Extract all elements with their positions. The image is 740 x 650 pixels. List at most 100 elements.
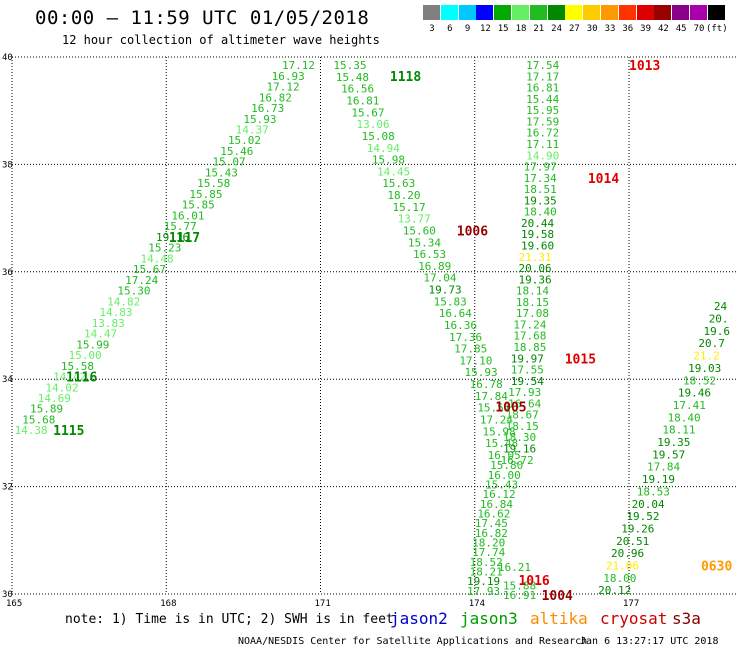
swh-value: 17.59 — [526, 115, 559, 128]
swh-value: 18.00 — [603, 572, 636, 585]
swh-value: 20.51 — [616, 535, 649, 548]
pass-time-label: 1016 — [518, 574, 549, 589]
swh-value: 21.06 — [606, 560, 639, 573]
swh-value: 19.16 — [503, 442, 536, 455]
swh-value: 14.48 — [141, 252, 174, 265]
swh-value: 18.67 — [506, 409, 539, 422]
swh-value: 19.57 — [652, 448, 685, 461]
color-swatch — [458, 5, 476, 20]
x-tick-label: 177 — [623, 599, 639, 609]
swh-value: 16.36 — [444, 319, 477, 332]
swh-value: 14.47 — [84, 328, 117, 341]
swh-value: 19.19 — [642, 473, 675, 486]
swh-value: 19.36 — [518, 273, 551, 286]
color-swatch — [672, 5, 690, 20]
swh-value: 15.95 — [526, 104, 559, 117]
color-scale-label: 6 — [447, 24, 453, 34]
color-swatch — [654, 5, 672, 20]
swh-value: 17.24 — [480, 413, 513, 426]
swh-value: 19.60 — [521, 239, 554, 252]
swh-value: 16.89 — [418, 260, 451, 273]
swh-value: 17.93 — [508, 386, 541, 399]
swh-value: 17.12 — [282, 59, 315, 72]
swh-value: 19.52 — [626, 510, 659, 523]
color-swatch — [494, 5, 512, 20]
swh-value: 15.58 — [197, 177, 230, 190]
pass-time-label: 1117 — [169, 231, 200, 246]
satellite-cryosat: cryosat — [600, 609, 668, 628]
swh-value: 16.01 — [171, 209, 204, 222]
swh-value: 18.52 — [683, 374, 716, 387]
swh-value: 15.60 — [403, 224, 436, 237]
swh-value: 15.43 — [485, 478, 518, 491]
swh-value: 18.15 — [516, 296, 549, 309]
swh-value: 15.35 — [333, 59, 366, 72]
color-scale-label: 21 — [533, 24, 545, 34]
swh-value: 16.00 — [488, 469, 521, 482]
swh-value: 19.26 — [621, 522, 654, 535]
color-swatch — [440, 5, 458, 20]
swh-value: 15.63 — [382, 177, 415, 190]
x-tick-label: 165 — [6, 599, 22, 609]
swh-value: 15.85 — [189, 188, 222, 201]
swh-value: 19.16 — [156, 231, 189, 244]
swh-value: 17.08 — [516, 307, 549, 320]
swh-value: 13.83 — [92, 317, 125, 330]
swh-value: 18.40 — [668, 411, 701, 424]
color-swatch — [636, 5, 654, 20]
swh-value: 18.14 — [516, 285, 549, 298]
swh-value: 15.17 — [392, 201, 425, 214]
color-swatch — [512, 5, 529, 20]
swh-value: 17.55 — [511, 364, 544, 377]
color-swatch — [707, 5, 725, 20]
swh-value: 20.04 — [632, 498, 665, 511]
swh-value: 18.30 — [503, 431, 536, 444]
color-scale-label: 9 — [464, 24, 471, 34]
swh-value: 14.37 — [236, 123, 269, 136]
swh-value: 17.84 — [647, 461, 680, 474]
color-swatch — [690, 5, 707, 20]
y-tick-label: 36 — [2, 268, 13, 278]
satellite-jason2: jason2 — [390, 609, 448, 628]
swh-value: 18.51 — [524, 183, 557, 196]
y-tick-label: 38 — [2, 160, 13, 170]
color-scale-label: 24 — [551, 24, 563, 34]
swh-value: 19.19 — [467, 575, 500, 588]
swh-value: 16.82 — [475, 527, 508, 540]
swh-value: 16.82 — [259, 91, 292, 104]
swh-value: 15.85 — [182, 199, 215, 212]
swh-value: 15.93 — [464, 366, 497, 379]
satellite-jason3: jason3 — [460, 609, 518, 628]
swh-value: 19.35 — [524, 194, 557, 207]
swh-value: 16.12 — [482, 488, 515, 501]
swh-value: 15.34 — [408, 236, 441, 249]
swh-value: 14.83 — [99, 306, 132, 319]
swh-value: 15.98 — [372, 154, 405, 167]
swh-value: 15.08 — [362, 130, 395, 143]
swh-value: 15.68 — [22, 413, 55, 426]
swh-value: 15.99 — [76, 338, 109, 351]
swh-value: 13.77 — [398, 213, 431, 226]
color-scale-label: 12 — [479, 24, 491, 34]
swh-value: 14.69 — [38, 392, 71, 405]
color-swatch — [583, 5, 601, 20]
swh-value: 16.93 — [272, 70, 305, 83]
y-tick-label: 34 — [2, 375, 13, 385]
swh-value: 14.42 — [53, 371, 86, 384]
swh-value: 20.7 — [698, 337, 725, 350]
swh-value: 21.31 — [518, 251, 551, 264]
pass-time-label: 1014 — [588, 172, 619, 187]
satellite-s3a: s3a — [672, 609, 701, 628]
swh-value: 15.48 — [336, 71, 369, 84]
color-scale-label: 70 — [693, 24, 705, 34]
swh-value: 17.41 — [673, 399, 706, 412]
swh-value: 14.02 — [45, 381, 78, 394]
swh-value: 24 — [714, 300, 728, 313]
pass-time-label: 1116 — [66, 371, 97, 386]
units-note: note: 1) Time is in UTC; 2) SWH is in fe… — [65, 612, 394, 627]
pass-time-label: 1118 — [390, 70, 421, 85]
color-scale-label: 30 — [586, 24, 598, 34]
swh-value: 17.04 — [423, 272, 456, 285]
swh-value: 17.68 — [513, 330, 546, 343]
swh-value: 19.03 — [688, 362, 721, 375]
